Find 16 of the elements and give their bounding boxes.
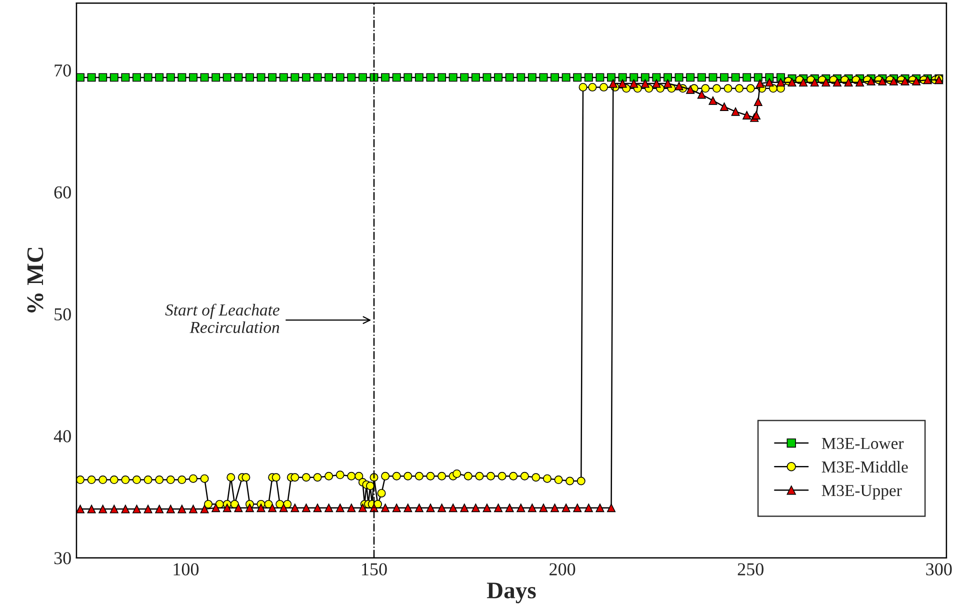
legend-label: M3E-Lower	[822, 438, 904, 450]
x-tick-label: 150	[362, 563, 387, 576]
legend-label: M3E-Middle	[822, 460, 908, 473]
x-tick-label: 250	[738, 563, 764, 576]
y-tick-label: 40	[54, 430, 71, 442]
legend-label: M3E-Upper	[822, 484, 902, 500]
x-tick-label: 300	[926, 563, 952, 576]
y-tick-label: 30	[54, 552, 71, 564]
x-tick-label: 100	[174, 563, 199, 576]
y-tick-label: 60	[54, 186, 71, 198]
y-tick-label: 70	[54, 64, 71, 77]
y-axis-title: % MC	[27, 248, 44, 312]
annotation: Start of Leachate Recirculation	[165, 304, 280, 334]
x-axis-title: Days	[486, 582, 536, 604]
y-tick-label: 50	[54, 308, 71, 320]
x-tick-label: 200	[550, 563, 576, 576]
